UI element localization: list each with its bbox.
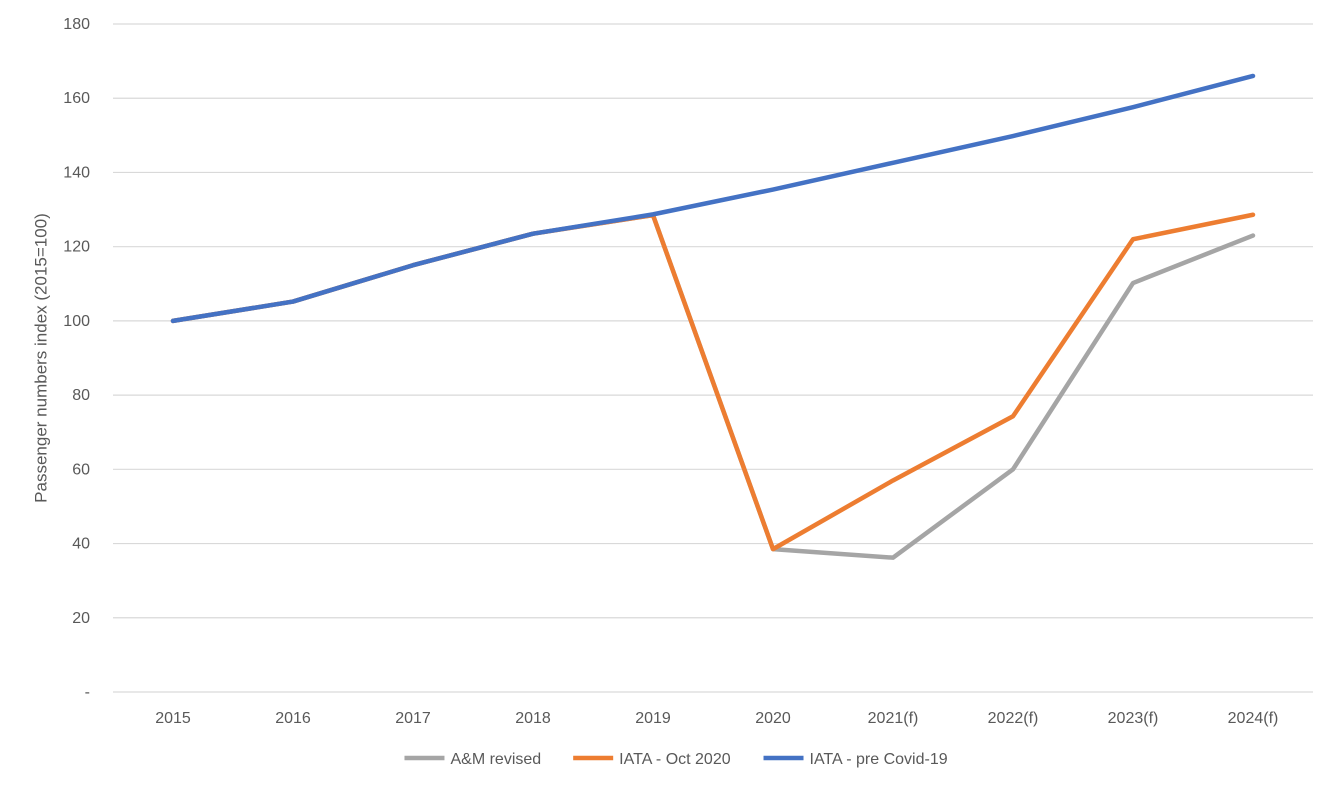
series-lines <box>170 73 1256 560</box>
y-axis-title: Passenger numbers index (2015=100) <box>31 213 50 503</box>
y-tick-label: 20 <box>72 610 90 627</box>
series-line-iata-oct-2020 <box>170 212 1256 552</box>
gridlines <box>113 23 1313 693</box>
legend-label: A&M revised <box>450 751 541 768</box>
legend-label: IATA - pre Covid-19 <box>810 751 948 768</box>
y-tick-label: 160 <box>63 90 90 107</box>
x-tick-label: 2020 <box>755 710 791 727</box>
x-axis-ticks: 2015 2016 2017 2018 2019 2020 2021(f) 2022(f) 20… <box>155 710 1278 727</box>
x-tick-label: 2022(f) <box>988 710 1039 727</box>
x-tick-label: 2017 <box>395 710 431 727</box>
legend-item-iata-oct-2020: IATA - Oct 2020 <box>573 751 731 768</box>
y-tick-label: 60 <box>72 461 90 478</box>
legend: A&M revised IATA - Oct 2020 IATA - pre Cov… <box>404 751 948 768</box>
series-line-iata-pre-covid-19 <box>170 73 1256 324</box>
x-tick-label: 2015 <box>155 710 191 727</box>
x-tick-label: 2024(f) <box>1228 710 1279 727</box>
x-tick-label: 2016 <box>275 710 311 727</box>
legend-item-a-m-revised: A&M revised <box>404 751 541 768</box>
x-tick-label: 2019 <box>635 710 671 727</box>
y-tick-label: 140 <box>63 164 90 181</box>
x-tick-label: 2023(f) <box>1108 710 1159 727</box>
x-tick-label: 2018 <box>515 710 551 727</box>
y-tick-label: 120 <box>63 239 90 256</box>
x-tick-label: 2021(f) <box>868 710 919 727</box>
y-tick-label: 80 <box>72 387 90 404</box>
y-tick-label: 40 <box>72 536 90 553</box>
y-tick-label: 100 <box>63 313 90 330</box>
legend-item-iata-pre-covid-19: IATA - pre Covid-19 <box>763 751 948 768</box>
y-tick-label: - <box>85 684 90 701</box>
legend-label: IATA - Oct 2020 <box>619 751 731 768</box>
y-axis-ticks: - 20 40 60 80 100 120 140 160 180 <box>63 16 90 701</box>
y-tick-label: 180 <box>63 16 90 33</box>
